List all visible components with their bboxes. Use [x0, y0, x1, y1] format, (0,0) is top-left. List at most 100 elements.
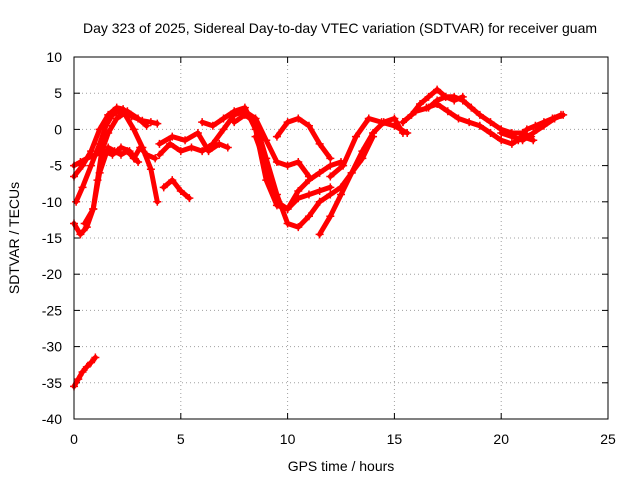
data-point	[155, 150, 164, 159]
data-point	[326, 161, 335, 170]
data-point	[369, 129, 378, 138]
data-point	[315, 186, 324, 195]
data-point	[507, 139, 516, 148]
data-point	[522, 125, 531, 134]
data-point	[208, 121, 217, 130]
data-point	[82, 362, 91, 371]
data-point	[294, 157, 303, 166]
data-point	[424, 92, 433, 101]
y-tick-label: -10	[42, 194, 62, 210]
y-tick-label: -35	[42, 375, 62, 391]
y-tick-label: -25	[42, 302, 62, 318]
data-point	[155, 139, 164, 148]
data-point	[78, 183, 87, 192]
data-point	[146, 165, 155, 174]
data-point	[208, 139, 217, 148]
series-line	[161, 177, 192, 201]
series-arc-7	[159, 176, 194, 203]
data-point	[514, 136, 523, 145]
data-point	[108, 110, 117, 119]
data-point	[486, 129, 495, 138]
data-point	[76, 230, 85, 239]
data-point	[72, 197, 81, 206]
data-point	[351, 132, 360, 141]
data-point	[294, 194, 303, 203]
data-point	[95, 168, 104, 177]
data-point	[315, 197, 324, 206]
data-point	[339, 161, 348, 170]
data-point	[129, 125, 138, 134]
data-point	[262, 136, 271, 145]
data-point	[398, 118, 407, 127]
data-point	[443, 107, 452, 116]
data-point	[294, 186, 303, 195]
series-line	[199, 105, 344, 212]
data-point	[557, 110, 566, 119]
data-point	[240, 103, 249, 112]
data-point	[176, 186, 185, 195]
data-point	[116, 150, 125, 159]
data-point	[475, 121, 484, 130]
data-point	[134, 157, 143, 166]
data-point	[240, 110, 249, 119]
data-point	[136, 143, 145, 152]
data-point	[507, 132, 516, 141]
series-arc-13	[272, 114, 335, 163]
series-line	[274, 116, 333, 161]
data-point	[166, 139, 175, 148]
y-tick-label: -20	[42, 266, 62, 282]
data-point	[193, 129, 202, 138]
data-point	[230, 118, 239, 127]
data-point	[108, 150, 117, 159]
data-point	[326, 212, 335, 221]
data-point	[116, 143, 125, 152]
y-tick-label: -30	[42, 339, 62, 355]
series-arc-17	[398, 92, 536, 141]
data-point	[87, 147, 96, 156]
data-point	[358, 147, 367, 156]
data-point	[433, 100, 442, 109]
data-point	[187, 143, 196, 152]
y-tick-label: 5	[54, 85, 62, 101]
data-point	[112, 114, 121, 123]
data-point	[390, 114, 399, 123]
y-tick-label: -15	[42, 230, 62, 246]
data-point	[121, 110, 130, 119]
data-point	[99, 147, 108, 156]
data-point	[283, 118, 292, 127]
data-point	[467, 103, 476, 112]
data-point	[219, 125, 228, 134]
data-point	[91, 353, 100, 362]
x-axis-label: GPS time / hours	[288, 458, 395, 474]
y-tick-label: 10	[46, 49, 62, 65]
data-point	[465, 118, 474, 127]
series-arc-12	[251, 132, 335, 214]
data-point	[251, 132, 260, 141]
data-point	[283, 219, 292, 228]
data-point	[146, 118, 155, 127]
x-tick-label: 5	[177, 431, 185, 447]
data-point	[82, 154, 91, 163]
data-point	[181, 136, 190, 145]
data-point	[185, 194, 194, 203]
data-point	[475, 110, 484, 119]
x-tick-label: 15	[387, 431, 403, 447]
data-point	[326, 190, 335, 199]
data-point	[364, 114, 373, 123]
data-point	[89, 205, 98, 214]
data-point	[151, 154, 160, 163]
data-point	[272, 197, 281, 206]
data-point	[486, 118, 495, 127]
data-point	[497, 129, 506, 138]
data-point	[548, 114, 557, 123]
data-point	[531, 121, 540, 130]
data-point	[230, 107, 239, 116]
data-point	[95, 139, 104, 148]
data-point	[198, 118, 207, 127]
data-point	[315, 168, 324, 177]
data-point	[390, 121, 399, 130]
y-axis-label: SDTVAR / TECUs	[6, 182, 22, 294]
data-point	[223, 143, 232, 152]
data-point	[411, 107, 420, 116]
